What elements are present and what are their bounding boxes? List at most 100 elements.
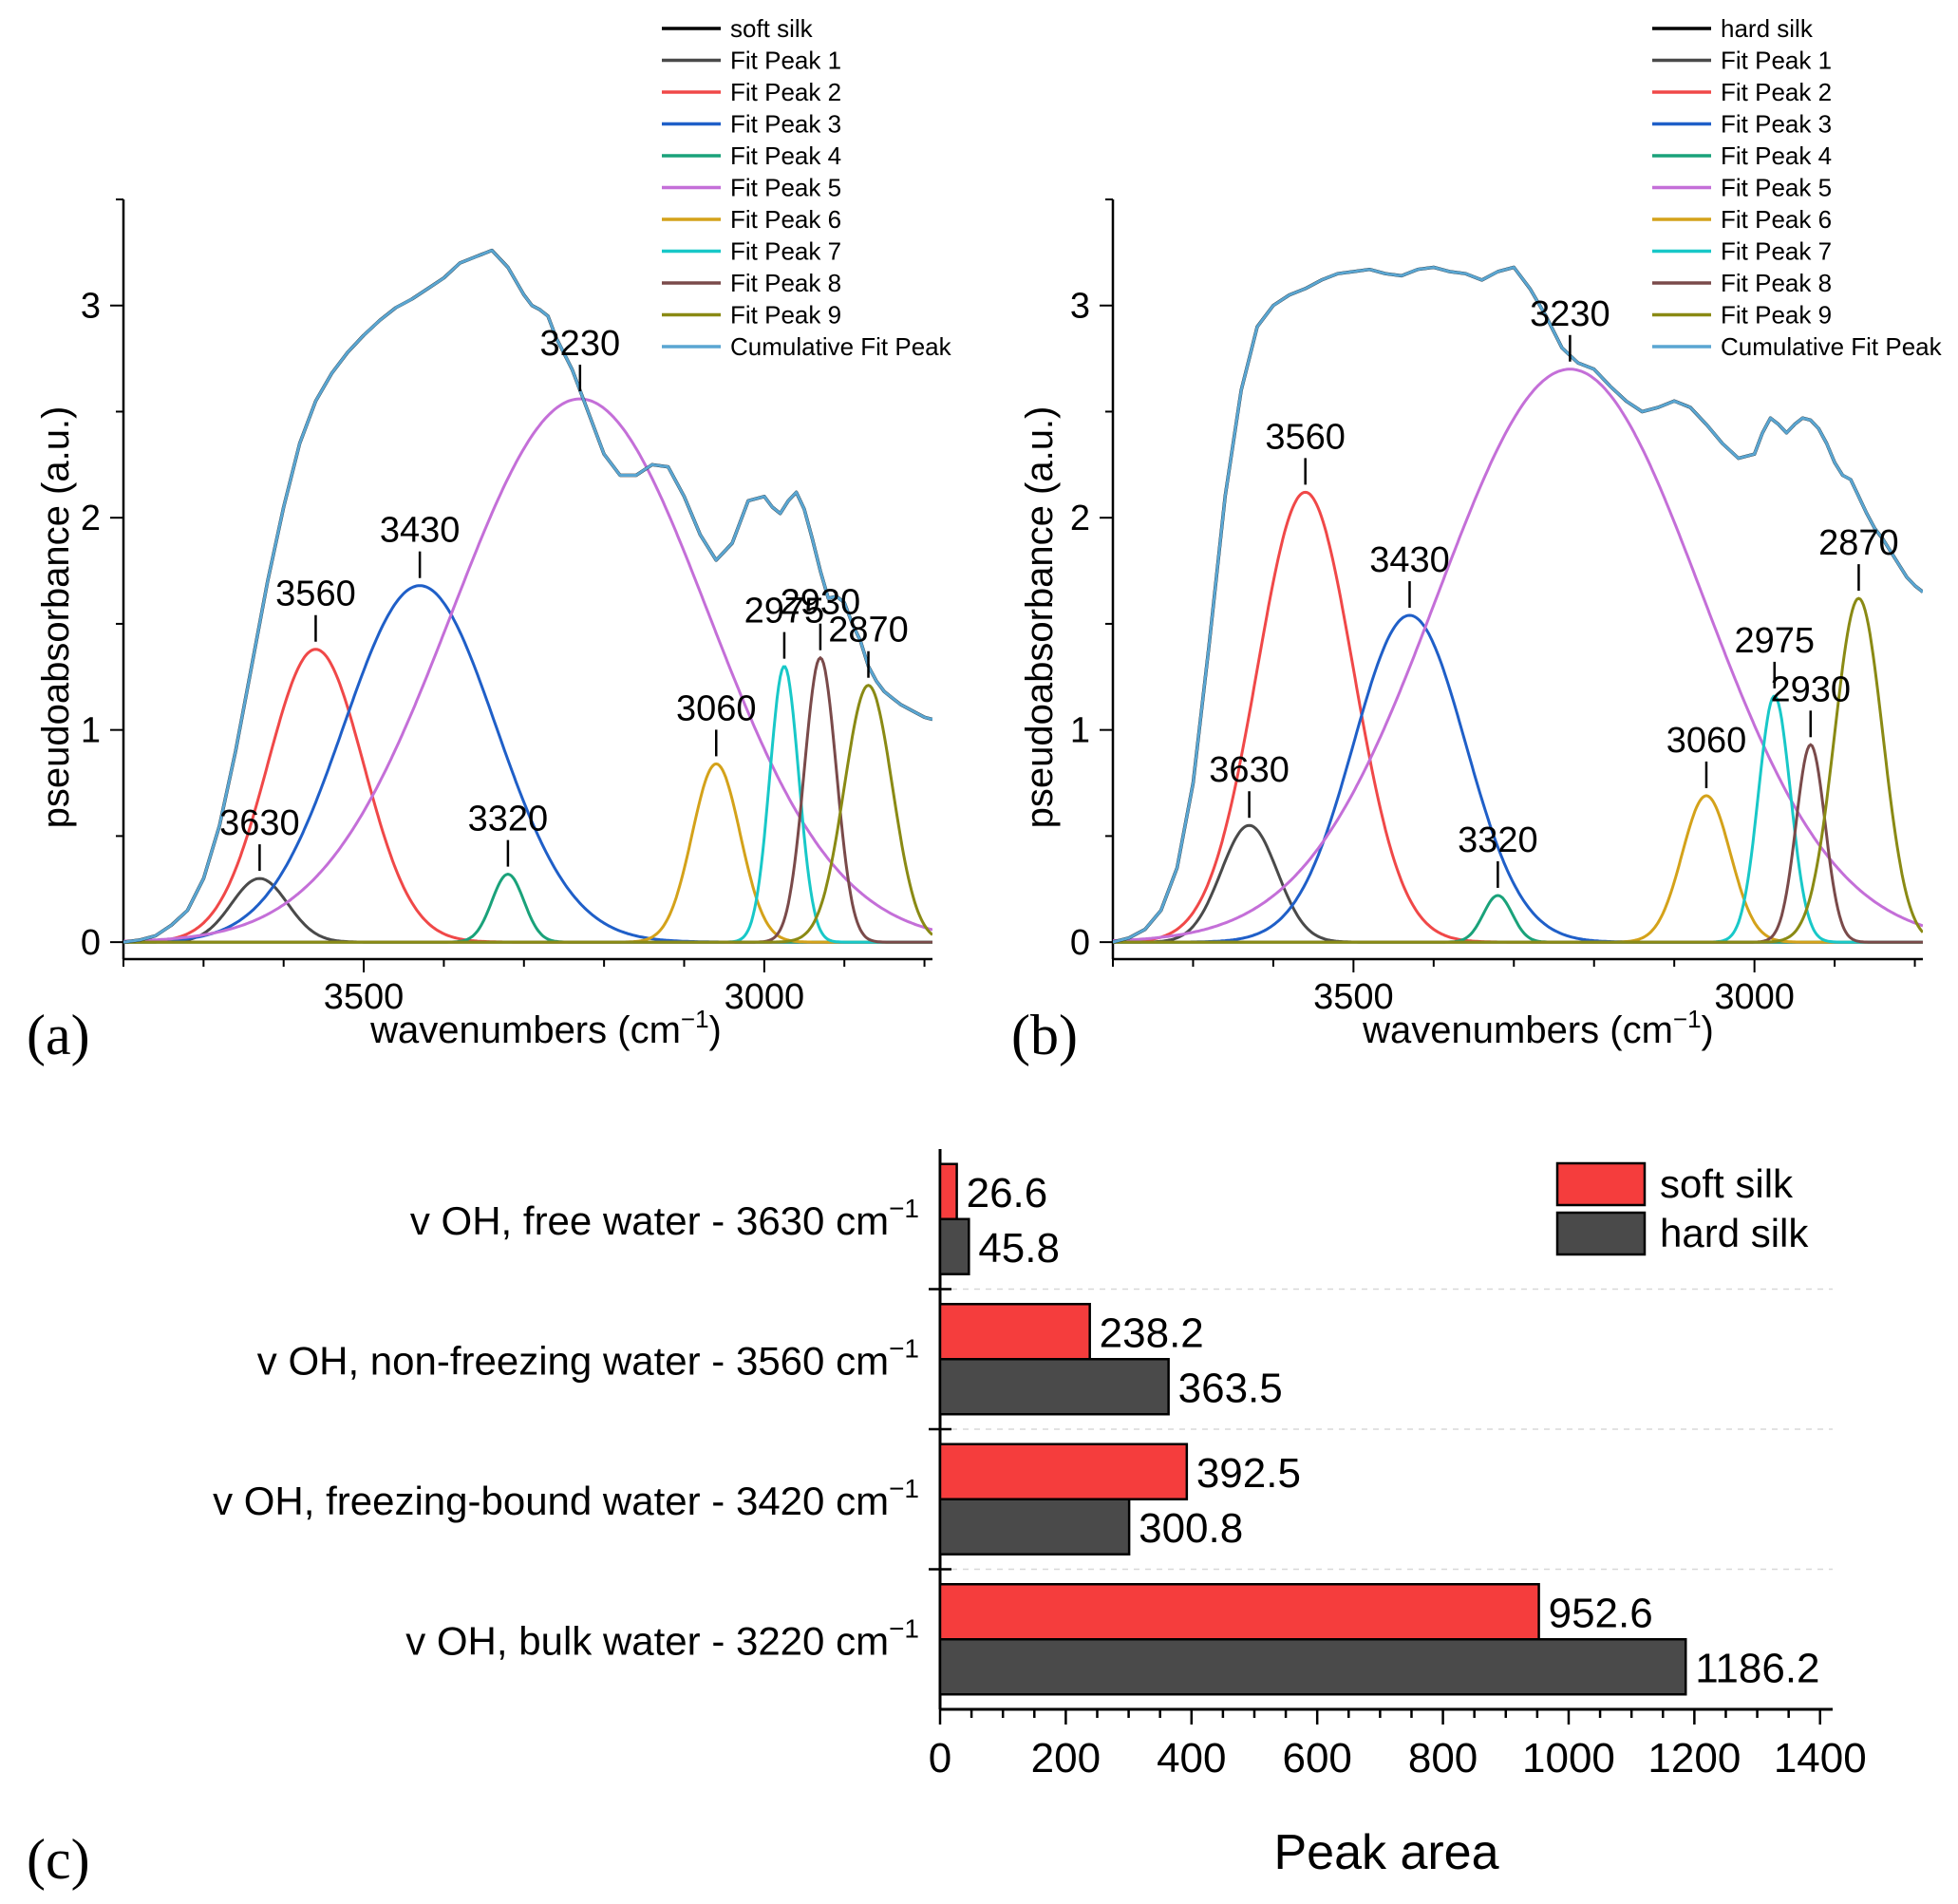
panel-a-y-tick-label: 3 — [81, 287, 101, 327]
panel-b-peak-label-3230: 3230 — [1530, 294, 1610, 334]
panel-b-plot-area — [1113, 265, 1923, 944]
panel-c-x-tick-label: 400 — [1157, 1735, 1226, 1781]
panel-a-peak-label-3560: 3560 — [275, 575, 356, 614]
panel-b-legend-label: Fit Peak 3 — [1721, 110, 1832, 139]
panel-a-x-axis-title: wavenumbers (cm−1) — [369, 1005, 722, 1051]
panel-c-legend: soft silk hard silk — [1555, 1161, 1809, 1256]
panel-c-category-label-2: v OH, non-freezing water - 3560 cm−1 — [257, 1333, 919, 1383]
panel-a-peak-label-3230: 3230 — [540, 324, 621, 364]
panel-c-x-tick-label: 200 — [1031, 1735, 1101, 1781]
panel-a-legend-label: Fit Peak 6 — [730, 205, 841, 234]
panel-a-peak-label-3430: 3430 — [380, 511, 461, 551]
panel-a-y-tick-label: 2 — [81, 499, 101, 538]
panel-b-fit-peak-5-line — [1113, 368, 1923, 943]
panel-c-legend-swatch — [1555, 1211, 1647, 1256]
panel-a-legend-label: Fit Peak 8 — [730, 269, 841, 297]
panel-b-cumulative-fit-line — [1113, 266, 1923, 944]
panel-b-legend-label: Fit Peak 9 — [1721, 301, 1832, 330]
panel-b-y-tick-label: 0 — [1070, 923, 1090, 963]
panel-c-x-axis-title: Peak area — [1273, 1825, 1498, 1880]
panel-c-bar-hard-silk-4 — [938, 1638, 1687, 1696]
panel-c-bar-value-hard-silk-4: 1186.2 — [1695, 1645, 1819, 1691]
panel-c-bar-chart: (c) Peak area 0 200 400 600 800 1000 1200 1400 v… — [27, 1149, 1867, 1891]
panel-c-legend-label: hard silk — [1660, 1211, 1809, 1255]
panel-a-legend-label: Fit Peak 3 — [730, 110, 841, 139]
panel-b-legend-label: Fit Peak 4 — [1721, 141, 1832, 170]
panel-b-legend-label: Fit Peak 7 — [1721, 237, 1832, 266]
panel-c-category-label-4: v OH, bulk water - 3220 cm−1 — [405, 1613, 919, 1663]
panel-a-label: (a) — [27, 1004, 90, 1066]
panel-c-x-tick-label: 1400 — [1774, 1735, 1867, 1781]
panel-a-peak-label-2930: 2930 — [781, 583, 861, 623]
panel-c-legend-label: soft silk — [1660, 1161, 1794, 1206]
panel-b-y-tick-label: 2 — [1070, 499, 1090, 538]
panel-a-legend-label: Fit Peak 2 — [730, 78, 841, 106]
panel-c-bar-soft-silk-4 — [938, 1583, 1540, 1641]
panel-b-legend-label: Fit Peak 2 — [1721, 78, 1832, 106]
panel-c-x-tick-label: 800 — [1408, 1735, 1478, 1781]
panel-c-bar-value-soft-silk-2: 238.2 — [1100, 1310, 1204, 1356]
panel-a-peak-label-2870: 2870 — [828, 611, 909, 650]
panel-a-legend-label: Fit Peak 1 — [730, 47, 841, 75]
panel-a-legend-label: Fit Peak 9 — [730, 301, 841, 330]
panel-c-bar-hard-silk-3 — [938, 1498, 1131, 1555]
panel-b-peak-label-3630: 3630 — [1209, 750, 1290, 790]
panel-c-bar-value-soft-silk-3: 392.5 — [1196, 1450, 1301, 1497]
panel-a-legend-label: Fit Peak 5 — [730, 174, 841, 202]
panel-b-peak-label-2975: 2975 — [1734, 621, 1815, 661]
panel-a-peak-label-3320: 3320 — [468, 800, 549, 839]
panel-c-legend-swatch — [1555, 1161, 1647, 1207]
panel-b-y-tick-label: 1 — [1070, 711, 1090, 751]
panel-b-fit-peak-9-line — [1113, 596, 1923, 944]
panel-a-y-tick-label: 0 — [81, 923, 101, 963]
panel-a-legend-label: Fit Peak 7 — [730, 237, 841, 266]
panel-c-category-label-1: v OH, free water - 3630 cm−1 — [410, 1194, 919, 1243]
panel-c-x-tick-label: 0 — [929, 1735, 951, 1781]
panel-a-y-tick-label: 1 — [81, 711, 101, 751]
panel-c-bar-value-soft-silk-1: 26.6 — [967, 1170, 1048, 1216]
panel-a-x-tick-label: 3000 — [725, 977, 805, 1017]
panel-c-bar-soft-silk-1 — [938, 1162, 958, 1220]
panel-a-legend-label: Fit Peak 4 — [730, 141, 841, 170]
panel-a-spectrum-chart: (a) wavenumbers (cm−1) pseudoabsorbance … — [27, 14, 952, 1066]
panel-c-x-tick-label: 600 — [1282, 1735, 1351, 1781]
panel-b-legend-label: Fit Peak 6 — [1721, 205, 1832, 234]
panel-a-legend-label: Cumulative Fit Peak — [730, 332, 952, 361]
panel-c-bar-value-hard-silk-1: 45.8 — [978, 1225, 1060, 1272]
panel-c-bar-value-hard-silk-2: 363.5 — [1178, 1365, 1283, 1411]
panel-a-y-axis-title: pseudoabsorbance (a.u.) — [35, 406, 77, 829]
panel-a-peak-label-2975: 2975 — [744, 592, 825, 632]
panel-c-x-tick-label: 1200 — [1647, 1735, 1741, 1781]
panel-b-label: (b) — [1011, 1004, 1078, 1066]
panel-b-x-tick-label: 3500 — [1313, 977, 1394, 1017]
panel-b-legend-label: Fit Peak 8 — [1721, 269, 1832, 297]
panel-b-legend-label: Fit Peak 5 — [1721, 174, 1832, 202]
panel-a-fit-peak-9-line — [123, 684, 932, 944]
panel-b-legend-label: Fit Peak 1 — [1721, 47, 1832, 75]
panel-b-legend-label: Cumulative Fit Peak — [1721, 332, 1943, 361]
panel-b-y-tick-label: 3 — [1070, 287, 1090, 327]
panel-c-bar-hard-silk-1 — [938, 1217, 970, 1275]
panel-a-peak-label-3060: 3060 — [676, 688, 757, 728]
panel-c-category-label-3: v OH, freezing-bound water - 3420 cm−1 — [213, 1474, 919, 1523]
panel-b-spectrum-chart: (b) wavenumbers (cm−1) pseudoabsorbance … — [1011, 14, 1943, 1066]
panel-a-plot-area — [123, 248, 932, 944]
panel-c-bar-value-soft-silk-4: 952.6 — [1549, 1590, 1653, 1636]
panel-b-x-tick-label: 3000 — [1714, 977, 1795, 1017]
panel-a-peak-label-3630: 3630 — [219, 803, 300, 843]
panel-c-x-tick-label: 1000 — [1522, 1735, 1615, 1781]
panel-b-peak-label-2930: 2930 — [1770, 669, 1851, 709]
panel-b-peak-label-3560: 3560 — [1265, 417, 1346, 457]
panel-b-y-axis-title: pseudoabsorbance (a.u.) — [1019, 406, 1061, 829]
panel-b-peak-label-3430: 3430 — [1369, 540, 1450, 580]
panel-c-bar-value-hard-silk-3: 300.8 — [1139, 1505, 1243, 1552]
panel-a-cumulative-fit-line — [123, 249, 932, 944]
panel-a-fit-peak-5-line — [123, 397, 932, 943]
panel-c-bar-hard-silk-2 — [938, 1358, 1170, 1416]
panel-c-bar-soft-silk-3 — [938, 1442, 1189, 1500]
panel-b-peak-label-3060: 3060 — [1666, 721, 1747, 761]
panel-a-legend-label: soft silk — [730, 14, 814, 43]
